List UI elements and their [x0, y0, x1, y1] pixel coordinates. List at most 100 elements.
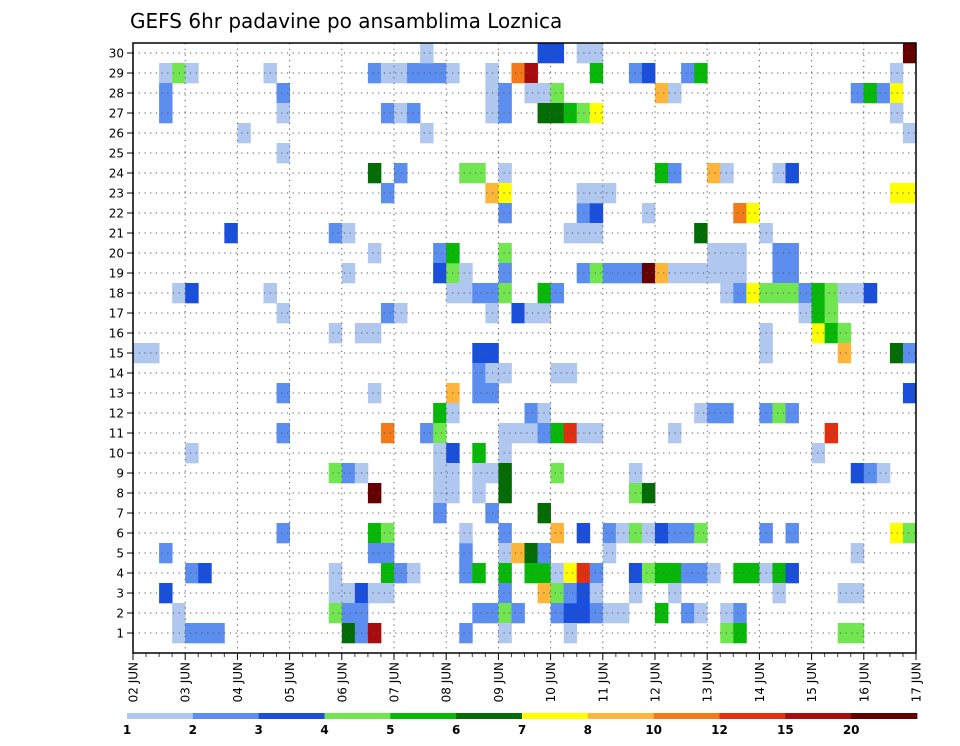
heatmap-cell: [707, 563, 721, 584]
heatmap-cell: [589, 603, 604, 624]
heatmap-cell: [550, 463, 565, 484]
colorbar-swatch: [785, 713, 852, 719]
heatmap-cell: [394, 63, 408, 84]
heatmap-cell: [498, 463, 512, 484]
heatmap-cell: [328, 463, 343, 484]
y-tick-label: 6: [116, 527, 124, 541]
y-tick-label: 14: [109, 367, 124, 381]
x-tick-label: 17 JUN: [910, 662, 924, 702]
y-tick-label: 16: [109, 327, 124, 341]
heatmap-cell: [837, 283, 852, 304]
heatmap-cell: [276, 143, 290, 164]
y-tick-label: 17: [109, 307, 124, 321]
heatmap-cell: [589, 223, 604, 244]
heatmap-cell: [681, 523, 695, 544]
y-tick-label: 12: [109, 407, 124, 421]
colorbar-swatch: [127, 713, 194, 719]
heatmap-cell: [707, 243, 721, 264]
heatmap-cell: [185, 623, 199, 644]
y-tick-label: 5: [116, 547, 124, 561]
heatmap-cell: [524, 563, 538, 584]
heatmap-cell: [185, 443, 199, 464]
heatmap-cell: [641, 483, 656, 504]
heatmap-cell: [550, 563, 565, 584]
y-tick-label: 2: [116, 607, 124, 621]
heatmap-cell: [511, 63, 525, 84]
heatmap-cell: [485, 183, 499, 204]
heatmap-cell: [407, 563, 421, 584]
heatmap-cell: [824, 283, 839, 304]
heatmap-cell: [341, 463, 356, 484]
heatmap-cell: [772, 163, 786, 184]
heatmap-cell: [811, 303, 826, 324]
heatmap-cell: [433, 463, 447, 484]
heatmap-cell: [472, 343, 486, 364]
heatmap-cell: [367, 323, 382, 344]
heatmap-cell: [433, 263, 447, 284]
heatmap-cell: [485, 603, 499, 624]
heatmap-cell: [655, 83, 669, 104]
heatmap-cell: [655, 563, 669, 584]
heatmap-cell: [837, 623, 852, 644]
colorbar-swatch: [192, 713, 260, 719]
heatmap-cell: [733, 263, 747, 284]
heatmap-cell: [394, 563, 408, 584]
heatmap-cell: [524, 63, 538, 84]
heatmap-cell: [472, 363, 486, 384]
heatmap-cell: [602, 523, 617, 544]
heatmap-cell: [589, 183, 604, 204]
heatmap-cell: [498, 423, 512, 444]
heatmap-cell: [472, 603, 486, 624]
heatmap-cell: [420, 423, 434, 444]
heatmap-cell: [394, 303, 408, 324]
heatmap-cell: [785, 243, 799, 264]
heatmap-cell: [498, 543, 512, 564]
y-tick-label: 8: [116, 487, 124, 501]
heatmap-cell: [472, 383, 486, 404]
x-tick-label: 06 JUN: [335, 662, 349, 702]
y-tick-label: 21: [109, 227, 124, 241]
heatmap-cell: [798, 303, 812, 324]
heatmap-cell: [185, 563, 199, 584]
heatmap-cell: [772, 263, 786, 284]
heatmap-cell: [472, 163, 486, 184]
heatmap-cell: [524, 83, 538, 104]
heatmap-cell: [367, 163, 382, 184]
heatmap-cell: [367, 243, 382, 264]
heatmap-cell: [746, 203, 760, 224]
heatmap-cell: [485, 103, 499, 124]
heatmap-cell: [694, 263, 708, 284]
plot-frame: [132, 42, 917, 654]
heatmap-cell: [459, 263, 473, 284]
heatmap-cell: [498, 263, 512, 284]
heatmap-cell: [746, 563, 760, 584]
heatmap-cell: [876, 463, 891, 484]
heatmap-cell: [655, 163, 669, 184]
heatmap-cell: [694, 403, 708, 424]
heatmap-cell: [185, 63, 199, 84]
heatmap-cell: [824, 303, 839, 324]
heatmap-cell: [380, 583, 395, 604]
y-tick-label: 10: [109, 447, 124, 461]
heatmap-cell: [498, 483, 512, 504]
heatmap-cell: [485, 283, 499, 304]
heatmap-cell: [563, 363, 578, 384]
heatmap-cell: [433, 443, 447, 464]
x-tick-label: 08 JUN: [440, 662, 454, 702]
heatmap-cell: [589, 583, 604, 604]
heatmap-cell: [146, 343, 160, 364]
heatmap-cell: [498, 603, 512, 624]
heatmap-cell: [550, 363, 565, 384]
heatmap-cell: [785, 403, 799, 424]
heatmap-cell: [889, 523, 904, 544]
y-tick-label: 15: [109, 347, 124, 361]
y-tick-label: 19: [109, 267, 124, 281]
y-tick-label: 7: [116, 507, 124, 521]
heatmap-cell: [498, 523, 512, 544]
heatmap-cell: [472, 483, 486, 504]
heatmap-cell: [863, 283, 878, 304]
heatmap-cell: [641, 63, 656, 84]
colorbar-swatch: [851, 713, 918, 719]
heatmap-cell: [485, 383, 499, 404]
